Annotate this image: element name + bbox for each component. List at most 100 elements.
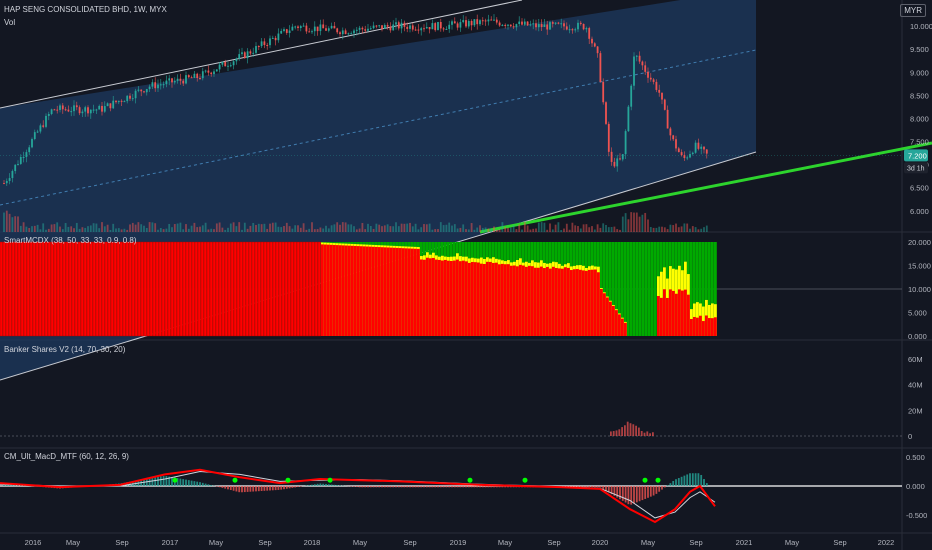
volume-bar — [302, 223, 305, 232]
mcdx-red-bar — [681, 290, 684, 336]
macd-hist-bar — [395, 486, 397, 488]
mcdx-green-bar — [624, 242, 627, 336]
volume-bar — [451, 225, 453, 232]
mcdx-green-bar — [654, 242, 657, 336]
macd-hist-bar — [218, 486, 221, 488]
candle-body — [571, 29, 574, 31]
macd-hist-bar — [467, 486, 470, 488]
mcdx-red-bar — [122, 241, 126, 337]
banker-bar — [646, 431, 649, 436]
candle-body — [131, 98, 134, 100]
macd-hist-bar — [367, 486, 369, 488]
mcdx-red-bar — [239, 241, 243, 337]
mcdx-red-bar — [564, 267, 567, 336]
volume-bar — [526, 225, 529, 232]
candle-body — [157, 84, 159, 89]
candle-body — [145, 89, 148, 93]
candle-body — [369, 28, 372, 30]
macd-hist-bar — [392, 486, 395, 488]
candle-body — [274, 37, 277, 41]
candle-body — [75, 105, 78, 108]
macd-hist-bar — [613, 486, 616, 496]
volume-bar — [574, 225, 577, 232]
macd-hist-bar — [462, 486, 465, 488]
volume-bar — [344, 222, 347, 232]
candle-body — [193, 73, 196, 78]
currency-badge[interactable]: MYR — [900, 4, 926, 17]
volume-bar — [129, 224, 131, 232]
volume-bar — [635, 212, 638, 232]
candle-body — [294, 26, 297, 28]
candle-body — [319, 24, 322, 32]
candle-body — [285, 29, 288, 33]
mcdx-tick-label: 0.000 — [908, 332, 927, 341]
macd-hist-bar — [8, 484, 11, 486]
mcdx-red-bar — [492, 262, 495, 336]
volume-bar — [266, 228, 269, 232]
mcdx-red-bar — [459, 261, 462, 336]
macd-hist-bar — [325, 484, 327, 486]
candle-body — [344, 30, 347, 34]
candle-body — [235, 58, 238, 62]
volume-bar — [523, 222, 526, 232]
volume-bar — [540, 222, 543, 232]
volume-bar — [322, 228, 325, 232]
candle-body — [84, 107, 87, 112]
candle-body — [22, 156, 25, 158]
volume-bar — [341, 222, 344, 232]
volume-bar — [39, 229, 42, 232]
mcdx-red-bar — [435, 259, 438, 336]
candle-body — [663, 99, 666, 110]
mcdx-red-bar — [209, 241, 213, 337]
volume-bar — [703, 227, 705, 232]
candle-body — [53, 109, 56, 111]
volume-bar — [120, 229, 123, 232]
mcdx-red-bar — [104, 241, 108, 337]
macd-hist-bar — [378, 486, 381, 488]
mcdx-red-bar — [456, 259, 459, 336]
candle-body — [666, 109, 669, 129]
volume-bar — [148, 222, 151, 232]
mcdx-red-bar — [254, 241, 258, 337]
volume-bar — [277, 226, 280, 232]
mcdx-red-bar — [74, 241, 78, 337]
volume-bar — [389, 226, 392, 232]
mcdx-red-bar — [305, 241, 309, 337]
candle-body — [546, 24, 549, 30]
candle-body — [596, 46, 599, 54]
macd-hist-bar — [473, 486, 476, 488]
countdown-badge — [904, 162, 928, 174]
mcdx-red-bar — [263, 241, 267, 337]
volume-bar — [112, 223, 115, 232]
macd-cross-dot — [655, 477, 661, 483]
candle-body — [428, 27, 431, 30]
mcdx-red-bar — [450, 261, 453, 336]
mcdx-tick-label: 20.000 — [908, 238, 931, 247]
mcdx-green-bar — [648, 242, 651, 336]
volume-bar — [50, 224, 53, 232]
volume-bar — [411, 226, 414, 232]
macd-hist-bar — [437, 486, 439, 488]
candle-body — [299, 26, 302, 29]
mcdx-red-bar — [257, 241, 261, 337]
volume-bar — [498, 229, 501, 232]
macd-hist-bar — [400, 486, 403, 488]
mcdx-red-bar — [59, 241, 63, 337]
candle-body — [266, 44, 269, 46]
candle-body — [473, 19, 476, 26]
macd-hist-bar — [269, 486, 271, 491]
mcdx-red-bar — [513, 265, 516, 336]
macd-hist-bar — [675, 479, 677, 486]
mcdx-red-bar — [149, 241, 153, 337]
volume-bar — [439, 222, 442, 232]
volume-bar — [17, 216, 19, 232]
macd-hist-bar — [504, 486, 507, 488]
candle-body — [33, 132, 36, 140]
macd-hist-bar — [677, 478, 680, 486]
mcdx-red-bar — [2, 241, 6, 337]
macd-hist-bar — [260, 486, 263, 492]
candle-body — [647, 71, 649, 78]
volume-bar — [140, 224, 143, 232]
macd-hist-bar — [283, 486, 285, 490]
macd-hist-bar — [691, 473, 694, 486]
